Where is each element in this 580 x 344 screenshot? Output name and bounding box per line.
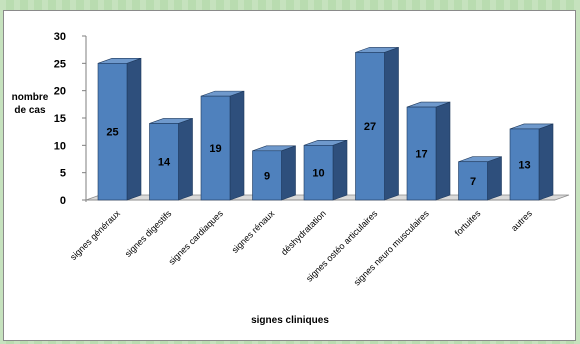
bar-front xyxy=(97,63,128,201)
y-axis-label: nombre xyxy=(12,92,49,103)
bar-layer xyxy=(97,46,554,201)
data-label: 27 xyxy=(364,121,376,133)
data-label: 19 xyxy=(209,143,221,155)
y-tick-label: 10 xyxy=(54,140,66,152)
bar-side xyxy=(126,57,142,201)
bar-front xyxy=(458,161,488,201)
bar-side xyxy=(281,145,296,201)
x-tick-label: déshydratation xyxy=(279,208,328,257)
axis-layer: 0 5 10 15 20 25 30 xyxy=(54,31,87,207)
bar-side xyxy=(487,156,502,201)
data-label: 7 xyxy=(470,176,476,188)
chart-frame: 0 5 10 15 20 25 30 25 signes généraux 14 signes d… xyxy=(3,10,576,341)
bar-front xyxy=(252,150,282,201)
bar-front xyxy=(509,128,540,201)
data-label: 10 xyxy=(312,168,324,180)
bar-side xyxy=(538,123,554,201)
bar-side xyxy=(178,118,193,201)
bar-9 xyxy=(509,123,554,201)
x-tick-label: fortuites xyxy=(453,208,483,238)
x-tick-label: signes digestifs xyxy=(123,208,174,259)
bar-chart: 0 5 10 15 20 25 30 25 signes généraux 14 signes d… xyxy=(12,31,570,326)
bar-front xyxy=(355,52,385,201)
bar-1 xyxy=(97,57,142,201)
data-label: 25 xyxy=(106,127,118,139)
x-tick-label: autres xyxy=(509,208,534,233)
bar-2 xyxy=(149,118,193,201)
y-axis-label-line-2: de cas xyxy=(14,105,46,116)
bar-front xyxy=(200,95,231,201)
bar-6 xyxy=(355,46,399,201)
bar-front xyxy=(406,106,437,201)
bar-4 xyxy=(252,145,296,201)
data-label: 13 xyxy=(518,159,530,171)
bar-7 xyxy=(406,101,451,201)
bar-5 xyxy=(303,139,348,201)
data-label: 9 xyxy=(264,170,270,182)
bar-front xyxy=(303,145,334,201)
bar-front xyxy=(149,123,179,201)
bar-side xyxy=(384,46,399,201)
y-tick-label: 25 xyxy=(54,58,66,70)
bar-side xyxy=(229,90,245,201)
y-tick-label: 30 xyxy=(54,31,66,43)
y-tick-label: 5 xyxy=(60,168,66,180)
data-label: 14 xyxy=(158,157,171,169)
y-tick-label: 15 xyxy=(54,113,66,125)
bar-side xyxy=(435,101,451,201)
x-tick-label: signes généraux xyxy=(68,208,122,262)
x-tick-label: signes cardiaques xyxy=(167,208,226,267)
data-label: 17 xyxy=(415,149,427,161)
bar-8 xyxy=(458,156,502,201)
y-tick-label: 20 xyxy=(54,86,66,98)
y-tick-label: 0 xyxy=(60,195,66,207)
bar-3 xyxy=(200,90,245,201)
x-tick-label: signes rénaux xyxy=(230,208,277,255)
bar-side xyxy=(332,139,348,201)
x-axis-label: signes cliniques xyxy=(251,315,329,326)
